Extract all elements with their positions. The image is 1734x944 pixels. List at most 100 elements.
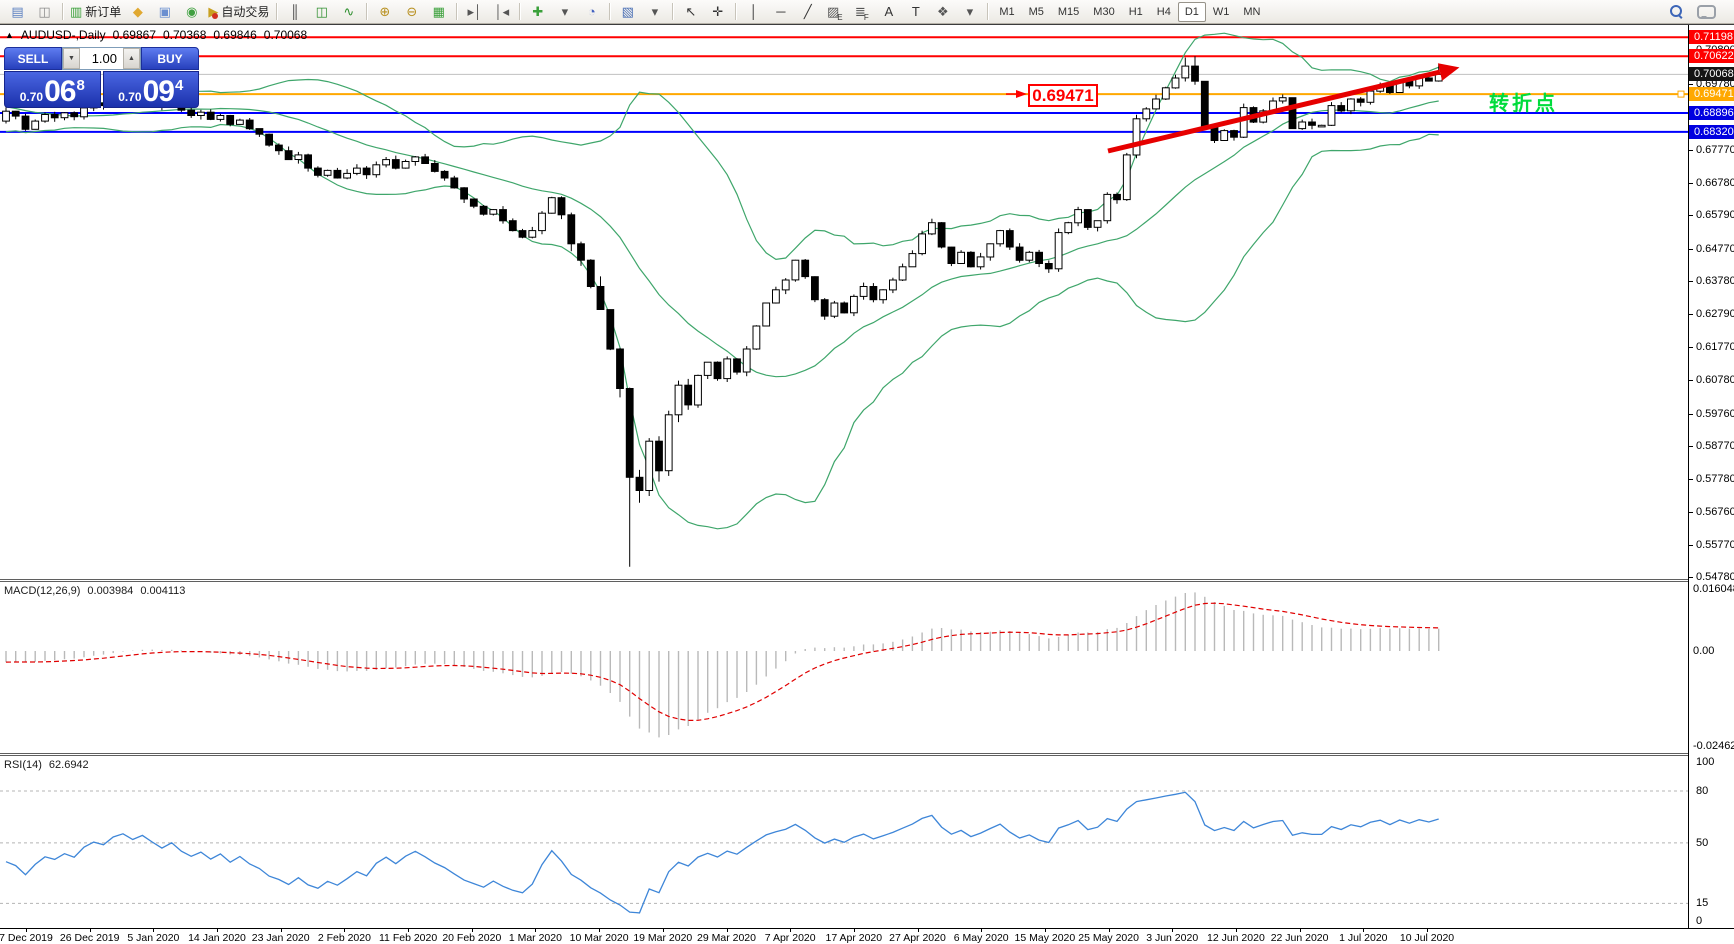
autotrading-button[interactable]: ▶ 自动交易 <box>205 1 272 23</box>
sell-button[interactable]: SELL <box>4 47 62 70</box>
ohlc-high: 0.70368 <box>163 28 207 42</box>
date-label[interactable]: 27 Apr 2020 <box>889 932 946 944</box>
date-tick <box>853 929 855 932</box>
equidistant-channel-icon[interactable]: ▨ E <box>821 1 848 23</box>
sell-price[interactable]: 0.70 06 8 <box>4 71 101 108</box>
template-icon[interactable]: ▧ <box>614 1 641 23</box>
buy-price[interactable]: 0.70 09 4 <box>102 71 199 108</box>
template-dropdown-icon[interactable]: ▾ <box>641 1 668 23</box>
timeframe-m1[interactable]: M1 <box>999 5 1015 18</box>
date-label[interactable]: 2 Feb 2020 <box>317 932 371 944</box>
turning-point-text[interactable]: 转折点 <box>1489 93 1558 115</box>
chart-shift-icon[interactable]: │◂ <box>488 1 515 23</box>
price-tick-label: 0.64770 <box>1696 242 1734 255</box>
horizontal-line-objects[interactable] <box>0 36 1688 133</box>
rsi-levels <box>0 790 1688 904</box>
price-callout-label[interactable]: 0.69471 <box>1028 84 1098 107</box>
date-label[interactable]: 22 Jun 2020 <box>1270 932 1329 944</box>
timeframe-d1[interactable]: D1 <box>1177 1 1206 22</box>
date-label[interactable]: 1 Mar 2020 <box>508 932 562 944</box>
date-label[interactable]: 6 May 2020 <box>953 932 1009 944</box>
line-handle[interactable] <box>1677 90 1685 98</box>
date-label[interactable]: 19 Mar 2020 <box>633 932 693 944</box>
tile-windows-icon[interactable]: ▦ <box>425 1 452 23</box>
date-label[interactable]: 14 Jan 2020 <box>188 932 246 944</box>
date-label[interactable]: 10 Jul 2020 <box>1399 932 1455 944</box>
timeframe-m15[interactable]: M15 <box>1057 5 1080 18</box>
date-label[interactable]: 11 Feb 2020 <box>379 932 438 944</box>
styler-icon[interactable]: ◆ <box>124 1 151 23</box>
zoom-in-icon[interactable]: ⊕ <box>371 1 398 23</box>
panel-separator[interactable] <box>0 579 1734 582</box>
trendline-icon[interactable]: ╱ <box>794 1 821 23</box>
price-tick-label: 0.66780 <box>1696 176 1734 189</box>
market-depth-icon[interactable]: ▣ <box>151 1 178 23</box>
new-order-button[interactable]: ▥ 新订单 <box>67 1 124 23</box>
panel-separator[interactable] <box>0 753 1734 756</box>
timeframe-w1[interactable]: W1 <box>1212 5 1230 18</box>
volume-increase-button[interactable]: ▲ <box>123 48 140 69</box>
timeframe-mn[interactable]: MN <box>1243 5 1261 18</box>
arrows-icon[interactable]: ❖ <box>929 1 956 23</box>
date-label[interactable]: 12 Jun 2020 <box>1206 932 1265 944</box>
horizontal-line-icon[interactable]: ─ <box>767 1 794 23</box>
market-watch-icon[interactable]: ▤ <box>4 1 31 23</box>
cursor-icon[interactable]: ↖ <box>677 1 704 23</box>
one-click-toggle-icon[interactable]: ▲ <box>5 30 14 40</box>
date-label[interactable]: 10 Mar 2020 <box>569 932 629 944</box>
text-label-icon: T <box>911 4 920 19</box>
bar-chart-icon: ║ <box>290 4 300 19</box>
price-tick-label: 0.59760 <box>1696 407 1734 420</box>
date-axis[interactable]: 7 Dec 2019 26 Dec 2019 5 Jan 2020 14 Jan 20… <box>0 928 1734 944</box>
fibonacci-icon[interactable]: ≣ F <box>848 1 875 23</box>
price-tick <box>1689 413 1693 415</box>
date-label[interactable]: 23 Jan 2020 <box>251 932 310 944</box>
signals-icon[interactable]: ◉ <box>178 1 205 23</box>
timeframe-h4[interactable]: H4 <box>1156 5 1171 18</box>
date-tick <box>153 929 155 932</box>
trend-arrow[interactable] <box>1107 63 1460 154</box>
date-label[interactable]: 5 Jan 2020 <box>127 932 180 944</box>
auto-scroll-icon[interactable]: ▸│ <box>461 1 488 23</box>
date-label[interactable]: 29 Mar 2020 <box>697 932 756 944</box>
date-label[interactable]: 7 Dec 2019 <box>0 932 53 944</box>
date-tick <box>790 929 792 932</box>
rsi-panel[interactable] <box>0 756 1688 928</box>
new-chart-icon[interactable]: ✚ <box>524 1 551 23</box>
arrows-dropdown-icon[interactable]: ▾ <box>956 1 983 23</box>
date-label[interactable]: 7 Apr 2020 <box>764 932 816 944</box>
main-price-chart[interactable] <box>0 25 1688 579</box>
date-label[interactable]: 1 Jul 2020 <box>1339 932 1388 944</box>
period-clock-icon[interactable]: ◔ <box>578 1 605 23</box>
date-label[interactable]: 3 Jun 2020 <box>1146 932 1199 944</box>
macd-axis-label: 0.016048 <box>1693 583 1734 596</box>
toolbar-separator <box>672 3 674 20</box>
date-label[interactable]: 25 May 2020 <box>1078 932 1139 944</box>
date-label[interactable]: 15 May 2020 <box>1014 932 1076 944</box>
buy-button[interactable]: BUY <box>141 47 199 70</box>
data-window-icon[interactable]: ◫ <box>31 1 58 23</box>
timeframe-m5[interactable]: M5 <box>1028 5 1044 18</box>
toolbar-separator <box>609 3 611 20</box>
macd-panel[interactable] <box>0 582 1688 753</box>
crosshair-icon[interactable]: ✛ <box>704 1 731 23</box>
volume-input[interactable] <box>80 48 123 69</box>
chart-dropdown-icon[interactable]: ▾ <box>551 1 578 23</box>
price-axis[interactable]: 0.708000.697800.687900.677700.667800.657… <box>1688 25 1734 928</box>
volume-decrease-button[interactable]: ▼ <box>63 48 80 69</box>
search-icon[interactable] <box>1670 5 1683 18</box>
timeframe-m30[interactable]: M30 <box>1093 5 1115 18</box>
text-icon[interactable]: A <box>875 1 902 23</box>
date-label[interactable]: 17 Apr 2020 <box>825 932 883 944</box>
candlestick-chart-icon[interactable]: ◫ <box>308 1 335 23</box>
vertical-line-icon[interactable]: │ <box>740 1 767 23</box>
line-chart-icon[interactable]: ∿ <box>335 1 362 23</box>
bar-chart-icon[interactable]: ║ <box>281 1 308 23</box>
date-label[interactable]: 26 Dec 2019 <box>59 932 120 944</box>
date-label[interactable]: 20 Feb 2020 <box>442 932 502 944</box>
new-order-button: ▥ <box>70 4 83 19</box>
chat-icon[interactable] <box>1697 4 1716 19</box>
zoom-out-icon[interactable]: ⊖ <box>398 1 425 23</box>
timeframe-h1[interactable]: H1 <box>1128 5 1143 18</box>
text-label-icon[interactable]: T <box>902 1 929 23</box>
